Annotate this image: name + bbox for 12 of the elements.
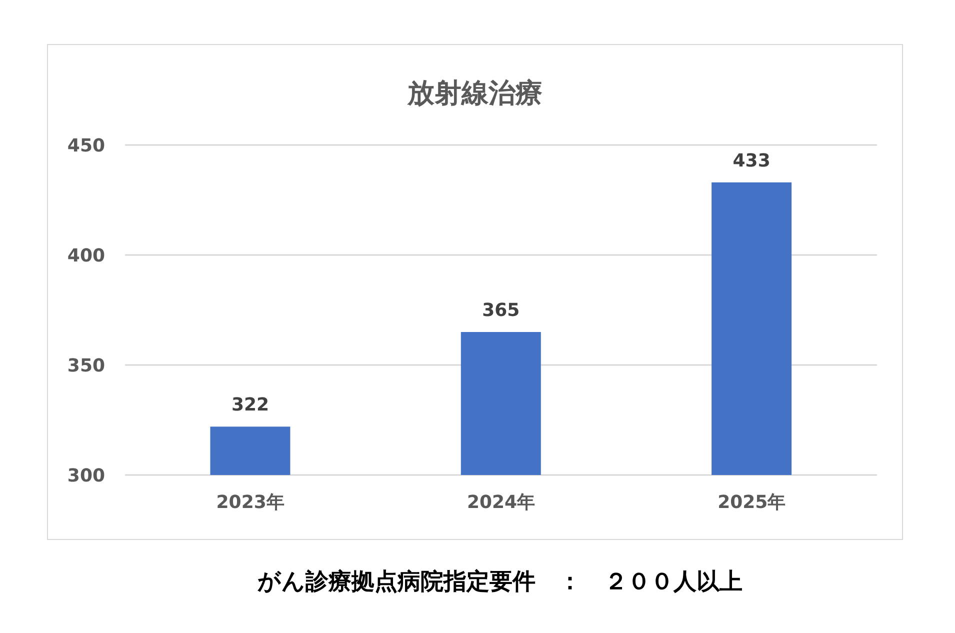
y-tick-label: 400 (67, 245, 105, 266)
y-tick-label: 450 (67, 135, 105, 156)
data-label: 365 (482, 300, 520, 321)
text: がん診療拠点病院指定要件 ： ２００人以上 (258, 569, 742, 595)
y-tick-label: 350 (67, 355, 105, 376)
data-label: 322 (231, 394, 270, 416)
x-tick-label: 2025年 (718, 492, 786, 513)
data-label: 433 (732, 150, 770, 172)
x-tick-label: 2024年 (466, 492, 536, 513)
chart-title: 放射線治療 (408, 78, 542, 109)
x-tick-label: 2023年 (216, 492, 284, 513)
y-tick-label: 300 (67, 465, 105, 486)
